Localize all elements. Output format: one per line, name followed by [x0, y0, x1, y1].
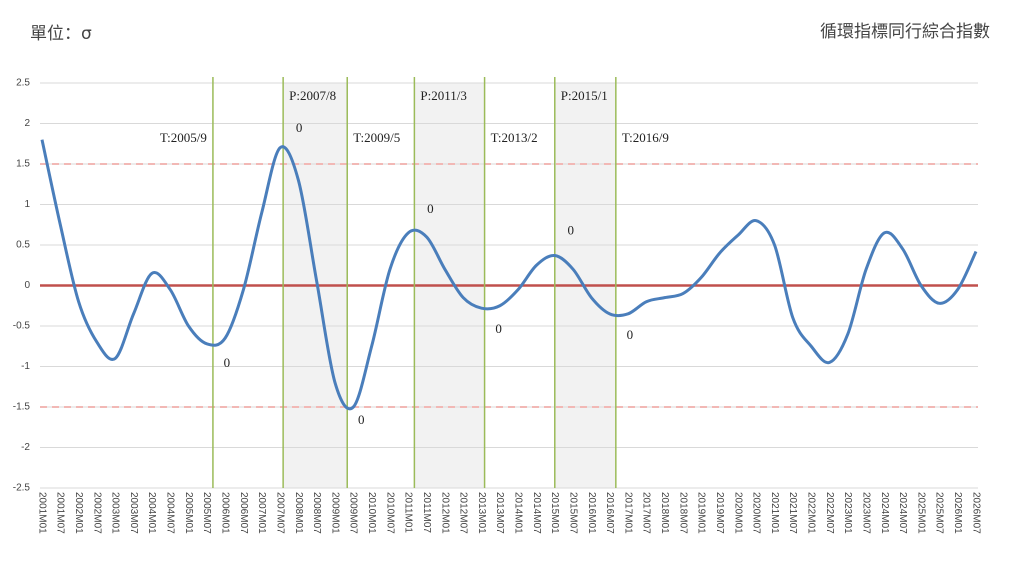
turning-marker: 0 [296, 120, 303, 135]
x-tick-label: 2022M07 [824, 492, 835, 534]
chart-title: 循環指標同行綜合指數 [820, 22, 990, 42]
x-tick-label: 2005M01 [183, 492, 194, 534]
turning-marker: 0 [627, 327, 634, 342]
x-tick-label: 2017M07 [641, 492, 652, 534]
x-tick-label: 2001M07 [55, 492, 66, 534]
x-tick-label: 2020M07 [751, 492, 762, 534]
x-tick-label: 2008M01 [293, 492, 304, 534]
turning-marker: 0 [427, 201, 434, 216]
turning-label: T:2005/9 [160, 130, 207, 145]
y-tick-label: 0.5 [16, 240, 30, 251]
x-tick-label: 2019M01 [696, 492, 707, 534]
turning-marker: 0 [568, 223, 575, 238]
y-tick-label: -1 [21, 361, 30, 372]
x-tick-label: 2016M07 [604, 492, 615, 534]
turning-marker: 0 [358, 412, 365, 427]
x-tick-label: 2002M01 [73, 492, 84, 534]
x-tick-label: 2009M01 [329, 492, 340, 534]
x-tick-label: 2006M07 [238, 492, 249, 534]
x-tick-label: 2012M01 [439, 492, 450, 534]
y-tick-label: -2.5 [13, 483, 31, 494]
x-tick-label: 2024M01 [879, 492, 890, 534]
turning-label: P:2011/3 [420, 88, 466, 103]
series-line [40, 139, 978, 411]
x-tick-label: 2013M07 [494, 492, 505, 534]
x-tick-label: 2011M01 [403, 492, 414, 533]
x-tick-label: 2014M07 [531, 492, 542, 534]
y-tick-label: 2 [24, 118, 30, 129]
x-tick-label: 2013M01 [476, 492, 487, 534]
x-tick-label: 2015M07 [567, 492, 578, 534]
x-tick-label: 2017M01 [622, 492, 633, 534]
turning-label: P:2007/8 [289, 88, 336, 103]
x-tick-label: 2007M01 [256, 492, 267, 534]
x-tick-label: 2018M07 [677, 492, 688, 534]
x-tick-label: 2023M07 [860, 492, 871, 534]
x-tick-label: 2022M01 [806, 492, 817, 534]
x-tick-label: 2011M07 [421, 492, 432, 533]
x-tick-label: 2001M01 [36, 492, 47, 534]
x-tick-label: 2021M01 [769, 492, 780, 534]
x-tick-label: 2010M07 [384, 492, 395, 534]
turning-marker: 0 [495, 321, 502, 336]
x-tick-label: 2023M01 [842, 492, 853, 534]
x-tick-label: 2026M07 [970, 492, 981, 534]
y-tick-label: -1.5 [13, 402, 31, 413]
turning-label: P:2015/1 [561, 88, 608, 103]
x-tick-label: 2012M07 [458, 492, 469, 534]
x-tick-label: 2003M01 [110, 492, 121, 534]
y-tick-label: 1 [24, 199, 30, 210]
x-tick-label: 2002M07 [91, 492, 102, 534]
x-tick-label: 2010M01 [366, 492, 377, 534]
x-tick-label: 2004M07 [165, 492, 176, 534]
turning-marker: 0 [224, 355, 231, 370]
turning-label: T:2016/9 [622, 130, 669, 145]
x-tick-label: 2007M07 [274, 492, 285, 534]
x-tick-label: 2009M07 [348, 492, 359, 534]
y-tick-label: 1.5 [16, 159, 30, 170]
x-tick-label: 2008M07 [311, 492, 322, 534]
y-tick-label: 0 [24, 280, 30, 291]
x-tick-label: 2003M07 [128, 492, 139, 534]
x-tick-label: 2014M01 [513, 492, 524, 534]
y-tick-label: -0.5 [13, 321, 31, 332]
x-tick-label: 2006M01 [219, 492, 230, 534]
y-tick-label: 2.5 [16, 78, 30, 89]
x-tick-label: 2026M01 [952, 492, 963, 534]
x-tick-label: 2025M07 [934, 492, 945, 534]
turning-label: T:2013/2 [491, 130, 538, 145]
x-tick-label: 2019M07 [714, 492, 725, 534]
x-tick-label: 2005M07 [201, 492, 212, 534]
x-tick-label: 2015M01 [549, 492, 560, 534]
x-tick-label: 2021M07 [787, 492, 798, 534]
x-tick-label: 2025M01 [915, 492, 926, 534]
x-tick-label: 2016M01 [586, 492, 597, 534]
x-tick-label: 2024M07 [897, 492, 908, 534]
x-tick-label: 2020M01 [732, 492, 743, 534]
y-tick-label: -2 [21, 442, 30, 453]
x-tick-label: 2004M01 [146, 492, 157, 534]
x-tick-label: 2018M01 [659, 492, 670, 534]
unit-label: 單位：σ [30, 24, 92, 44]
turning-label: T:2009/5 [353, 130, 400, 145]
